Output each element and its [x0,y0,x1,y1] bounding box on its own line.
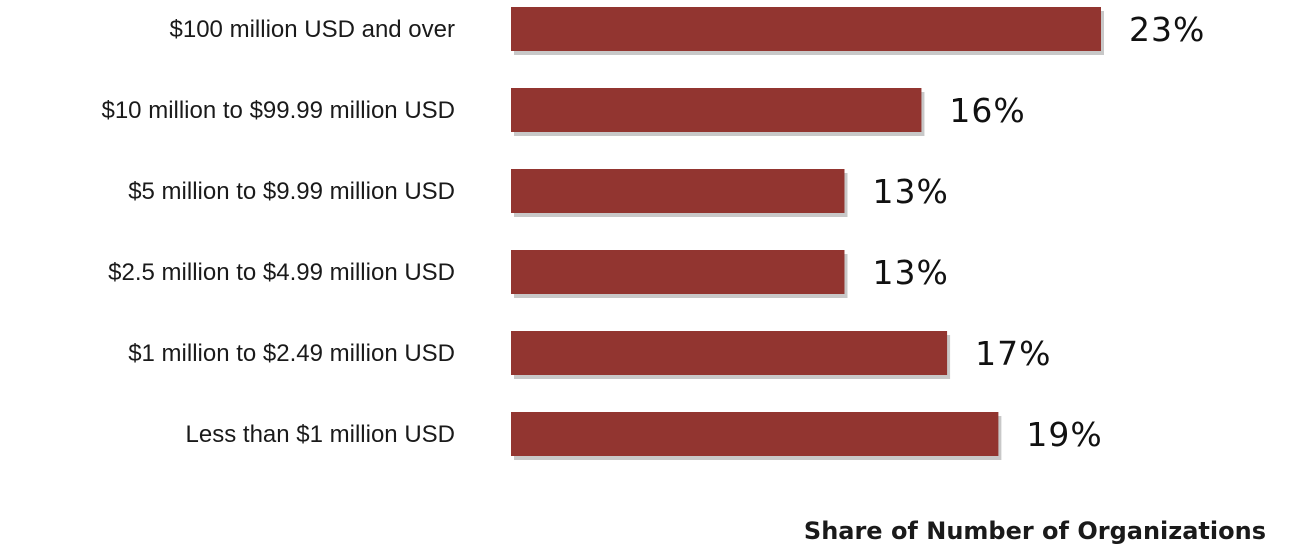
bar [511,169,845,213]
bars-group: $100 million USD and over 23% $10 million … [101,7,1205,460]
category-label: $5 million to $9.99 million USD [128,178,455,205]
value-label: 13% [872,172,948,211]
value-label: 16% [949,91,1025,130]
bar [511,412,999,456]
category-label: $100 million USD and over [170,16,455,43]
value-label: 19% [1026,415,1102,454]
category-label: $2.5 million to $4.99 million USD [108,259,455,286]
x-axis-title: Share of Number of Organizations [804,517,1266,545]
bar-row: $100 million USD and over 23% [170,7,1205,55]
value-label: 23% [1129,10,1205,49]
bar-row: Less than $1 million USD 19% [186,412,1102,460]
bar-row: $5 million to $9.99 million USD 13% [128,169,948,217]
category-label: $10 million to $99.99 million USD [101,97,455,124]
bar [511,7,1101,51]
value-label: 13% [872,253,948,292]
bar [511,88,922,132]
bar [511,331,948,375]
bar-row: $10 million to $99.99 million USD 16% [101,88,1025,136]
category-label: $1 million to $2.49 million USD [128,340,455,367]
category-label: Less than $1 million USD [186,421,455,448]
bar-row: $2.5 million to $4.99 million USD 13% [108,250,948,298]
bar-row: $1 million to $2.49 million USD 17% [128,331,1051,379]
bar [511,250,845,294]
value-label: 17% [975,334,1051,373]
